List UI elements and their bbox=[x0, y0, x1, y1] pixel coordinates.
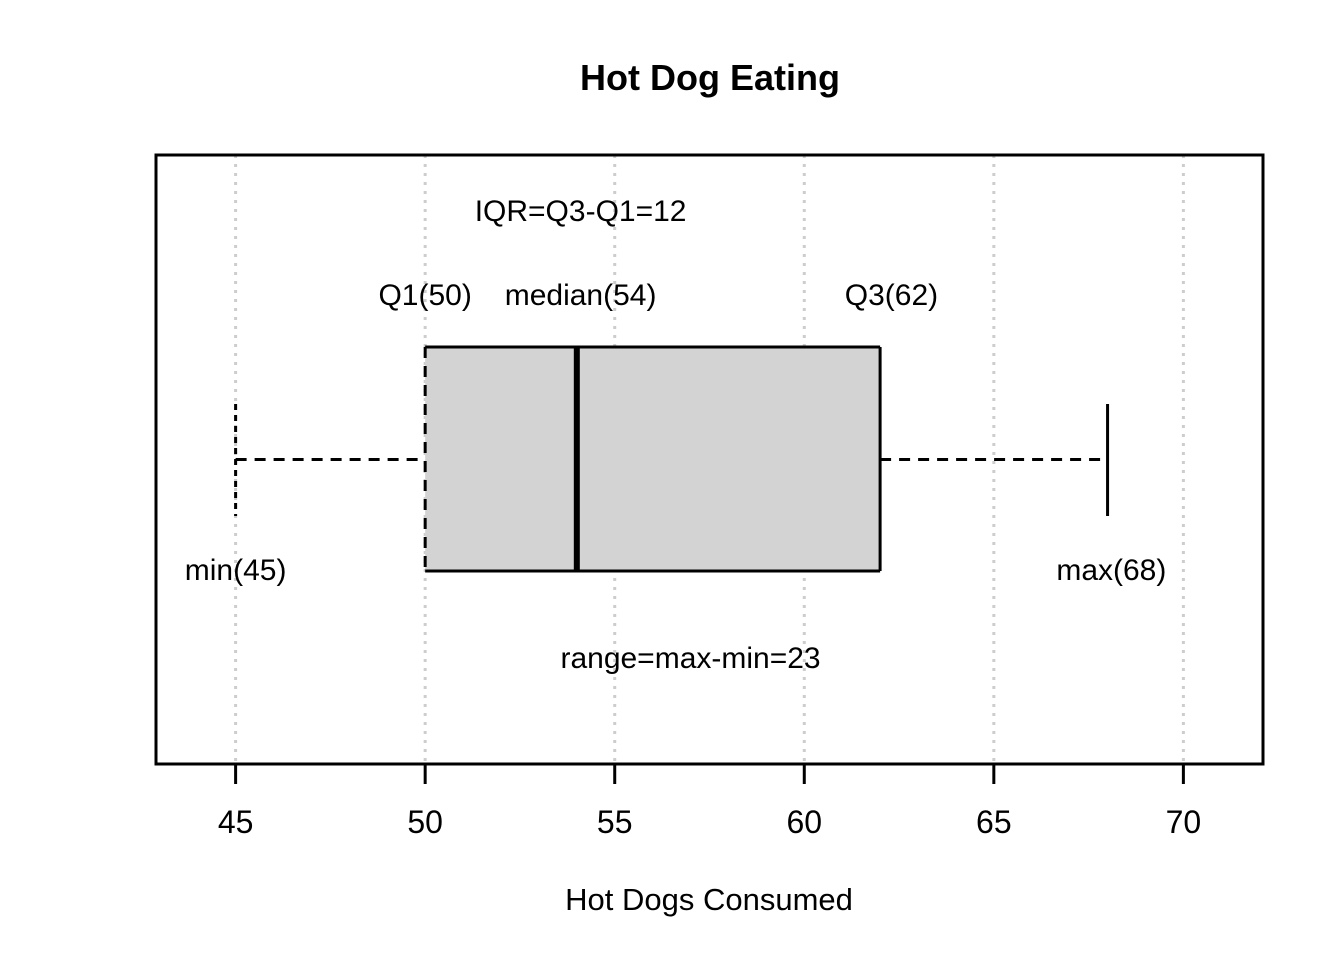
q3-label: Q3(62) bbox=[845, 279, 938, 312]
box-body bbox=[425, 347, 881, 571]
tick-label-65: 65 bbox=[976, 804, 1012, 840]
tick-label-60: 60 bbox=[786, 804, 822, 840]
tick-label-45: 45 bbox=[218, 804, 254, 840]
plot-border bbox=[154, 153, 1265, 766]
median-label: median(54) bbox=[505, 279, 657, 312]
min-label: min(45) bbox=[185, 554, 287, 587]
chart-title: Hot Dog Eating bbox=[580, 57, 840, 98]
annotations: IQR=Q3-Q1=12 Q1(50) median(54) Q3(62) min(45… bbox=[185, 195, 1167, 675]
tick-label-50: 50 bbox=[407, 804, 443, 840]
tick-label-70: 70 bbox=[1166, 804, 1202, 840]
x-axis: 45 50 55 60 65 70 bbox=[218, 765, 1202, 840]
iqr-label: IQR=Q3-Q1=12 bbox=[475, 195, 687, 228]
x-axis-title: Hot Dogs Consumed bbox=[565, 882, 853, 917]
gridlines bbox=[234, 155, 1185, 764]
q1-label: Q1(50) bbox=[378, 279, 471, 312]
max-label: max(68) bbox=[1056, 554, 1166, 587]
range-label: range=max-min=23 bbox=[560, 642, 820, 675]
tick-label-55: 55 bbox=[597, 804, 633, 840]
box-and-whiskers bbox=[234, 345, 1110, 573]
